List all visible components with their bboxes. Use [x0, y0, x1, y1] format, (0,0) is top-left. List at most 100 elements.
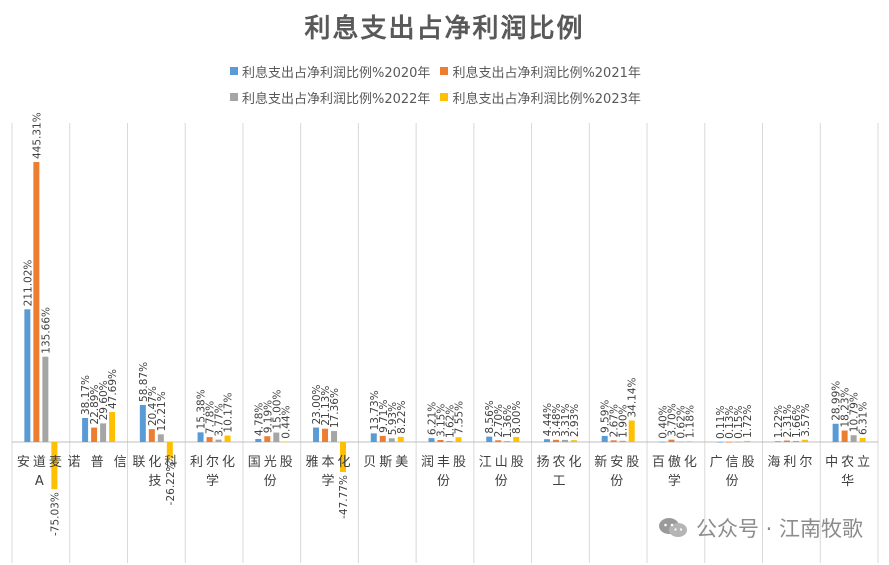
- legend-label-2023: 利息支出占净利润比例%2023年: [452, 91, 641, 107]
- bar-2022: [215, 439, 222, 442]
- bar-2023: [224, 435, 231, 442]
- bar-2021: [264, 436, 271, 442]
- bar-2020: [832, 423, 839, 442]
- data-label: 13.73%: [369, 390, 381, 430]
- bar-2021: [33, 162, 40, 442]
- category-label: 广信股: [710, 455, 758, 470]
- category-label: A: [35, 474, 47, 489]
- bar-2022: [561, 439, 568, 442]
- data-label: 211.02%: [22, 260, 34, 307]
- data-label: 38.17%: [80, 375, 92, 415]
- bar-2023: [801, 439, 808, 442]
- category-label: 润丰股: [421, 455, 469, 470]
- data-label: 21.13%: [320, 386, 332, 426]
- category-label: 雅本化: [306, 455, 354, 470]
- data-label: 1.62%: [445, 405, 457, 438]
- bar-2020: [197, 432, 204, 442]
- bar-2020: [486, 436, 493, 442]
- data-label: 3.57%: [800, 403, 812, 436]
- category-label: 工: [552, 474, 568, 489]
- data-label: 3.15%: [436, 404, 448, 437]
- bar-2021: [322, 428, 329, 442]
- chart-title: 利息支出占净利润比例: [304, 14, 585, 44]
- bar-2020: [255, 438, 262, 442]
- bar-2022: [850, 435, 857, 442]
- data-label: 3.31%: [560, 404, 572, 437]
- data-label: 10.79%: [849, 392, 861, 432]
- bar-2020: [370, 433, 377, 442]
- data-label: 18.23%: [840, 387, 852, 427]
- bar-2021: [437, 440, 444, 442]
- bar-2022: [735, 441, 742, 443]
- bar-2023: [51, 442, 58, 490]
- data-label: 0.11%: [715, 406, 727, 439]
- bar-2023: [744, 440, 751, 442]
- data-label: 0.62%: [675, 405, 687, 438]
- data-label: 47.69%: [107, 369, 119, 409]
- bar-2021: [206, 437, 213, 442]
- bar-2020: [717, 441, 724, 443]
- data-label: 12.21%: [156, 391, 168, 431]
- data-label: -75.03%: [49, 492, 61, 536]
- bar-2022: [619, 440, 626, 442]
- category-label: 新安股: [594, 454, 642, 470]
- bar-2020: [774, 441, 781, 442]
- category-label: 份: [264, 474, 280, 489]
- data-label: -47.77%: [338, 475, 350, 519]
- bar-2023: [166, 442, 173, 459]
- bar-2021: [495, 440, 502, 442]
- data-label: 1.90%: [618, 404, 630, 437]
- data-label: 1.36%: [502, 405, 514, 438]
- category-label: 国光股: [248, 455, 296, 470]
- category-label: 份: [726, 474, 742, 489]
- legend-label-2021: 利息支出占净利润比例%2021年: [452, 65, 641, 81]
- bar-2023: [570, 440, 577, 442]
- data-label: 0.13%: [724, 406, 736, 439]
- legend-item-2022: 利息支出占净利润比例%2022年: [230, 88, 430, 107]
- bar-2022: [388, 438, 395, 442]
- data-label: 7.55%: [454, 401, 466, 434]
- bar-2022: [331, 431, 338, 442]
- data-label: 2.93%: [569, 404, 581, 437]
- data-label: 4.44%: [542, 403, 554, 436]
- data-label: 6.21%: [427, 402, 439, 435]
- category-label: 贝斯美: [363, 455, 411, 470]
- category-label: 安道麦: [17, 455, 65, 470]
- data-label: 15.38%: [196, 389, 208, 429]
- bar-2021: [841, 430, 848, 442]
- data-label: 8.00%: [511, 401, 523, 434]
- category-label: 江山股: [479, 455, 527, 470]
- bar-2023: [340, 442, 347, 473]
- bar-2022: [157, 434, 164, 442]
- data-label: 6.31%: [858, 402, 870, 435]
- data-label: 5.93%: [387, 402, 399, 435]
- data-label: 8.56%: [484, 400, 496, 433]
- data-label: 10.17%: [223, 393, 235, 433]
- bar-2020: [139, 404, 146, 442]
- bar-2023: [282, 441, 289, 443]
- legend-label-2020: 利息支出占净利润比例%2020年: [242, 65, 431, 81]
- bar-2020: [24, 309, 31, 442]
- legend-label-2022: 利息支出占净利润比例%2022年: [242, 91, 431, 107]
- category-label: 扬农化: [536, 455, 584, 470]
- bar-2023: [859, 438, 866, 442]
- data-label: 1.72%: [742, 405, 754, 438]
- bar-2023: [513, 436, 520, 442]
- category-label: 百傲化: [652, 455, 700, 470]
- bar-2021: [783, 440, 790, 442]
- bar-2023: [455, 437, 462, 442]
- category-label: 份: [495, 474, 511, 489]
- wechat-icon: [658, 518, 687, 537]
- bar-2023: [397, 436, 404, 442]
- bar-2023: [686, 441, 693, 442]
- bar-2022: [677, 441, 684, 443]
- legend-item-2020: 利息支出占净利润比例%2020年: [230, 62, 430, 81]
- category-label: 学: [206, 473, 222, 489]
- data-label: 9.19%: [262, 400, 274, 433]
- legend-swatch-2020: [230, 67, 238, 75]
- category-label: 学: [668, 473, 684, 489]
- data-label: 1.18%: [684, 405, 696, 438]
- bar-2020: [313, 427, 320, 442]
- bar-2023: [109, 412, 116, 442]
